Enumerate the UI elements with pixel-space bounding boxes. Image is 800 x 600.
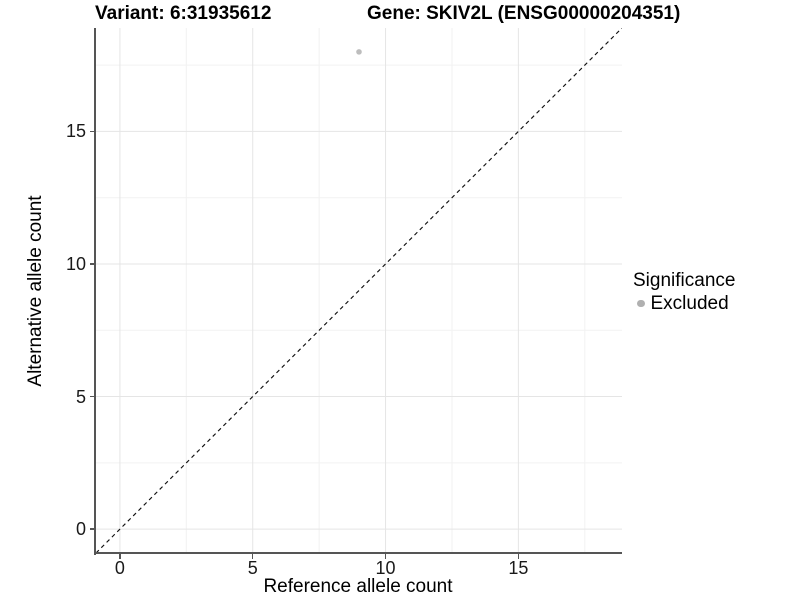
y-axis-tick bbox=[90, 395, 95, 398]
x-tick-label: 10 bbox=[375, 558, 396, 578]
y-tick-label: 15 bbox=[65, 121, 86, 142]
data-point-excluded bbox=[356, 49, 362, 55]
x-axis-tick bbox=[517, 554, 520, 559]
y-tick-label: 0 bbox=[75, 519, 86, 540]
excluded-point-icon bbox=[637, 299, 645, 308]
y-axis-tick bbox=[90, 528, 95, 530]
x-axis-tick bbox=[251, 554, 254, 559]
y-tick-label: 10 bbox=[65, 253, 86, 274]
legend-title: Significance bbox=[633, 270, 736, 291]
y-axis-tick bbox=[90, 130, 95, 133]
x-axis-title: Reference allele count bbox=[263, 576, 453, 597]
variant-title: Variant: 6:31935612 bbox=[95, 3, 272, 24]
legend-item-label: Excluded bbox=[650, 293, 729, 314]
y-tick-label: 5 bbox=[75, 386, 86, 407]
legend-item-excluded: Excluded bbox=[633, 293, 735, 314]
plot-panel bbox=[94, 28, 622, 555]
x-tick-label: 0 bbox=[114, 558, 125, 578]
identity-reference-line bbox=[95, 28, 622, 554]
gene-title: Gene: SKIV2L (ENSG00000204351) bbox=[367, 3, 681, 24]
x-tick-label: 5 bbox=[247, 558, 258, 578]
x-tick-label: 15 bbox=[508, 558, 529, 578]
y-axis-tick bbox=[90, 263, 95, 265]
x-axis-tick bbox=[384, 554, 387, 559]
legend: Significance Excluded bbox=[633, 270, 735, 314]
y-axis-title: Alternative allele count bbox=[25, 195, 46, 387]
x-axis-tick bbox=[119, 554, 121, 559]
